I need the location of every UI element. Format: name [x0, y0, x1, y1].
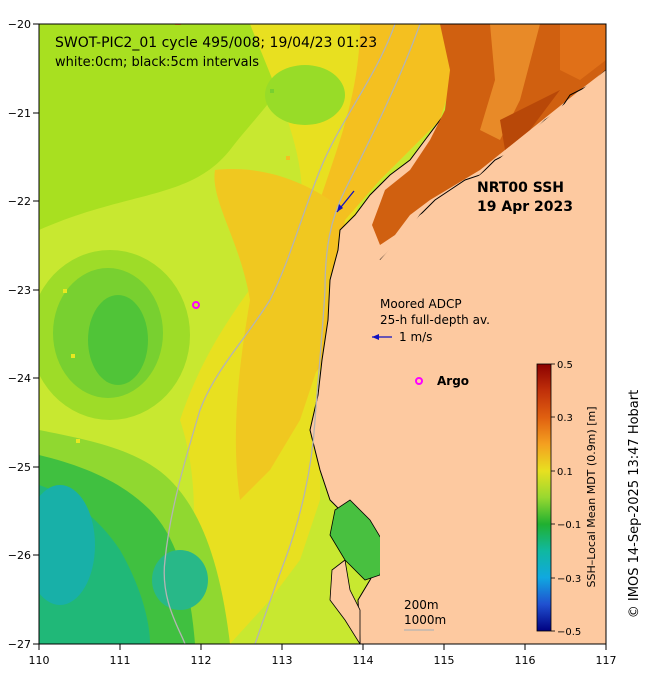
land-peninsula — [329, 559, 361, 644]
x-tick-label: 117 — [596, 654, 617, 667]
x-tick-label: 115 — [434, 654, 455, 667]
obs-dot — [270, 89, 274, 93]
colorbar-tick: 0.5 — [557, 360, 573, 371]
adcp-legend-title: Moored ADCP — [380, 297, 462, 311]
ssh-region-green-north — [39, 24, 300, 230]
ssh-region-orange-shelf — [303, 24, 470, 380]
colorbar — [536, 363, 552, 632]
y-tick-label: −26 — [8, 549, 31, 562]
isobath-label-1000m: 1000m — [404, 613, 446, 627]
y-tick-label: −22 — [8, 195, 31, 208]
argo-legend-marker — [415, 377, 423, 385]
shelf-dark-patch — [500, 90, 560, 150]
x-tick-label: 111 — [110, 654, 131, 667]
adcp-arrowhead — [337, 204, 343, 212]
x-tick-label: 110 — [29, 654, 50, 667]
obs-dot — [63, 289, 67, 293]
product-date: 19 Apr 2023 — [477, 199, 573, 215]
adcp-scale-arrowhead — [372, 334, 379, 340]
colorbar-tick: −0.5 — [557, 627, 581, 638]
colorbar-tick: 0.3 — [557, 413, 573, 424]
ssh-region-orange-offshore — [214, 169, 330, 500]
obs-dot — [76, 439, 80, 443]
x-tick-label: 114 — [353, 654, 374, 667]
y-tick-label: −24 — [8, 372, 31, 385]
colorbar-tick: −0.1 — [557, 520, 581, 531]
header-title: SWOT-PIC2_01 cycle 495/008; 19/04/23 01:… — [55, 35, 377, 51]
low-region-core — [39, 485, 95, 605]
x-axis — [38, 644, 607, 650]
y-tick-label: −25 — [8, 461, 31, 474]
argo-float-marker — [192, 301, 200, 309]
shelf-swath-2 — [560, 24, 606, 80]
low-region-patch — [152, 550, 208, 610]
y-tick-label: −20 — [8, 18, 31, 31]
map-field — [39, 24, 606, 644]
y-axis — [33, 23, 39, 645]
shelf-swath-1 — [480, 24, 540, 140]
credit-line: © IMOS 14-Sep-2025 13:47 Hobart — [627, 390, 642, 618]
x-tick-label: 113 — [272, 654, 293, 667]
x-tick-label: 112 — [191, 654, 212, 667]
y-tick-label: −27 — [8, 638, 31, 651]
colorbar-title: SSH–Local Mean MDT (0.9m) [m] — [585, 407, 598, 588]
argo-legend-label: Argo — [437, 374, 469, 388]
obs-dot — [286, 156, 290, 160]
isobath-1000m — [163, 24, 396, 644]
y-tick-label: −21 — [8, 107, 31, 120]
header-subtitle: white:0cm; black:5cm intervals — [55, 55, 259, 70]
x-tick-label: 116 — [515, 654, 536, 667]
product-name: NRT00 SSH — [477, 180, 564, 196]
ssh-blob-north — [265, 65, 345, 125]
colorbar-tick: 0.1 — [557, 467, 573, 478]
plot-frame — [38, 23, 607, 645]
eddy-core — [88, 295, 148, 385]
colorbar-tick: −0.3 — [557, 574, 581, 585]
isobath-200m — [254, 24, 421, 644]
adcp-legend-subtitle: 25-h full-depth av. — [380, 313, 490, 327]
adcp-scale-label: 1 m/s — [399, 330, 432, 344]
y-tick-label: −23 — [8, 284, 31, 297]
isobath-label-200m: 200m — [404, 598, 439, 612]
obs-dot — [71, 354, 75, 358]
